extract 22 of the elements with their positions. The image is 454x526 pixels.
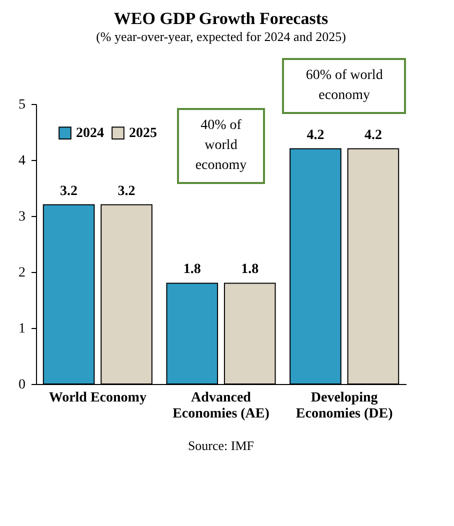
x-tick-label: World Economy [48,390,146,406]
legend-label: 2024 [76,126,104,142]
note-box: 40% of world economy [177,108,265,184]
y-tick-label: 5 [18,98,26,112]
data-label: 3.2 [118,184,136,199]
y-tick-label: 0 [18,378,26,392]
note-box: 60% of world economy [282,58,406,114]
x-tick-label: Advanced Economies (AE) [172,390,270,422]
y-tick-label: 4 [18,154,26,168]
data-label: 4.2 [364,128,382,143]
y-tick-label: 1 [18,322,26,336]
y-tick-label: 3 [18,210,26,224]
data-label: 1.8 [241,262,259,278]
data-label: 1.8 [183,262,201,278]
source-note: Source: IMF [188,438,254,453]
x-tick-label: Developing Economies (DE) [296,390,394,422]
legend-label: 2025 [129,126,157,142]
y-tick-label: 2 [18,266,26,280]
chart-title: WEO GDP Growth Forecasts [114,9,328,28]
data-label: 3.2 [60,184,78,199]
data-label: 4.2 [306,128,324,143]
chart-subtitle: (% year-over-year, expected for 2024 and 2025) [96,29,346,44]
